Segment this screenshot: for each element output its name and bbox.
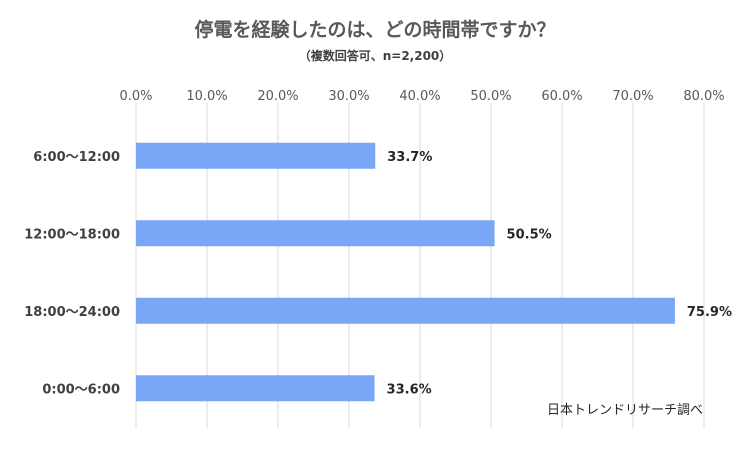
category-label: 0:00〜6:00 <box>42 382 120 397</box>
y-axis-categories: 6:00〜12:00 12:00〜18:00 18:00〜24:00 0:00〜6:0… <box>24 150 120 398</box>
x-axis-ticks: 0.0% 10.0% 20.0% 30.0% 40.0% 50.0% 60.0% 70.0% 8… <box>119 89 724 104</box>
x-tick-label: 0.0% <box>119 89 152 104</box>
bar <box>136 297 675 324</box>
chart-title: 停電を経験したのは、どの時間帯ですか？ <box>194 18 555 41</box>
data-labels: 33.7% 50.5% 75.9% 33.6% <box>387 150 732 398</box>
x-tick-label: 20.0% <box>257 89 298 104</box>
x-tick-label: 40.0% <box>399 89 440 104</box>
data-label: 75.9% <box>687 305 732 320</box>
data-label: 33.6% <box>387 382 432 397</box>
x-tick-label: 70.0% <box>612 89 653 104</box>
data-label: 33.7% <box>387 150 432 165</box>
data-label: 50.5% <box>507 227 552 242</box>
bar <box>136 142 376 169</box>
x-tick-label: 80.0% <box>683 89 724 104</box>
source-note: 日本トレンドリサーチ調べ <box>547 403 703 418</box>
bars <box>136 142 675 402</box>
x-tick-label: 10.0% <box>186 89 227 104</box>
chart-subtitle: （複数回答可、n=2,200） <box>299 48 452 63</box>
bar <box>136 375 375 402</box>
category-label: 12:00〜18:00 <box>24 227 120 242</box>
x-tick-label: 30.0% <box>328 89 369 104</box>
bar <box>136 220 495 247</box>
category-label: 6:00〜12:00 <box>33 150 120 165</box>
x-tick-label: 50.0% <box>470 89 511 104</box>
x-tick-label: 60.0% <box>541 89 582 104</box>
category-label: 18:00〜24:00 <box>24 305 120 320</box>
